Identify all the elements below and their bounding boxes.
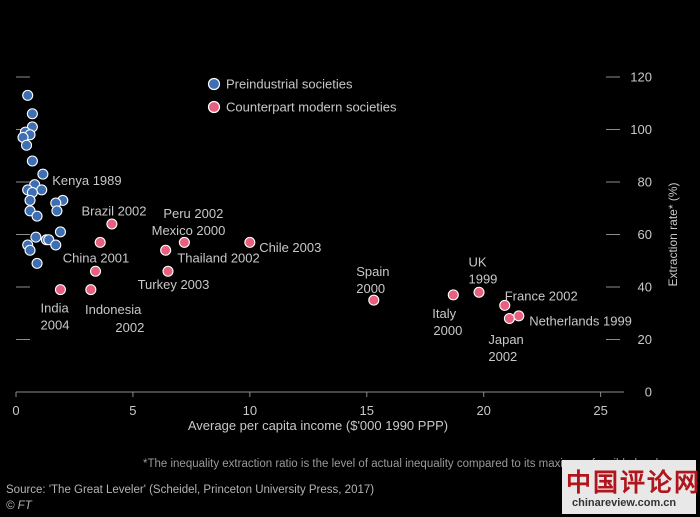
modern-point (162, 265, 174, 277)
y-tick-label: 0 (645, 385, 652, 400)
x-tick-label: 10 (243, 403, 257, 418)
point-label: Kenya 1989 (52, 173, 121, 188)
watermark-name: 中国评论网 (566, 468, 700, 497)
y-tick-label: 40 (638, 280, 652, 295)
scatter-chart: 0 5 10 15 20 25 Average per capita income ($'0… (12, 70, 680, 434)
modern-point (368, 294, 380, 306)
preindustrial-point (22, 89, 34, 101)
preindustrial-point (26, 155, 38, 167)
modern-point (54, 284, 66, 296)
axes: 0 5 10 15 20 25 Average per capita income ($'0… (12, 70, 680, 434)
modern-point (447, 289, 459, 301)
ft-credit: © FT (6, 500, 32, 512)
preindustrial-point (24, 194, 36, 206)
modern-point (473, 286, 485, 298)
y-tick-label: 100 (630, 122, 652, 137)
legend: Preindustrial societies Counterpart moder… (207, 77, 397, 115)
point-label: Brazil 2002 (81, 203, 146, 218)
preindustrial-point (50, 239, 62, 251)
point-label: Mexico 2000 (152, 223, 226, 238)
point-label: Netherlands 1999 (529, 314, 632, 329)
point-label: Peru 2002 (163, 206, 223, 221)
modern-point (106, 218, 118, 230)
preindustrial-point (36, 184, 48, 196)
preindustrial-point (37, 168, 49, 180)
preindustrial-point (31, 257, 43, 269)
point-label: France 2002 (505, 289, 578, 304)
point-label: Thailand 2002 (177, 251, 259, 266)
x-tick-label: 0 (12, 403, 19, 418)
x-tick-label: 25 (593, 403, 607, 418)
point-label: UK (468, 255, 486, 270)
point-label: India (41, 301, 70, 316)
watermark-logo: 中国评论网 chinareview.com.cn (562, 460, 699, 514)
point-label: 2002 (488, 349, 517, 364)
x-tick-label: 15 (360, 403, 374, 418)
footnote: *The inequality extraction ratio is the … (143, 458, 659, 470)
y-axis-title: Extraction rate* (%) (666, 182, 680, 286)
point-label: Chile 2003 (259, 240, 321, 255)
point-label: 2002 (115, 320, 144, 335)
modern-point (513, 310, 525, 322)
point-label: Indonesia (85, 302, 142, 317)
point-label: 2000 (433, 323, 462, 338)
source-note: Source: 'The Great Leveler' (Scheidel, P… (6, 484, 375, 496)
modern-point (499, 299, 511, 311)
point-labels: Kenya 1989 Brazil 2002 Peru 2002 Mexico 200… (41, 173, 632, 364)
y-tick-label: 80 (638, 175, 652, 190)
modern-point (160, 244, 172, 256)
legend-marker (207, 77, 221, 91)
modern-point (178, 236, 190, 248)
preindustrial-point (30, 231, 42, 243)
preindustrial-point (20, 139, 33, 151)
legend-label: Counterpart modern societies (226, 100, 397, 115)
point-label: China 2001 (63, 251, 130, 266)
point-label: Turkey 2003 (138, 277, 210, 292)
point-label: Spain (356, 264, 389, 279)
modern-point (89, 265, 102, 277)
point-label: 1999 (468, 272, 497, 287)
preindustrial-point (54, 226, 66, 238)
point-label: 2004 (41, 318, 70, 333)
x-tick-label: 5 (129, 403, 136, 418)
modern-point (94, 236, 106, 248)
y-tick-label: 20 (638, 332, 652, 347)
modern-point (244, 236, 256, 248)
legend-label: Preindustrial societies (226, 77, 353, 92)
preindustrial-point (26, 108, 38, 120)
modern-point (85, 284, 97, 296)
data-points (17, 89, 525, 325)
y-tick-label: 60 (638, 227, 652, 242)
watermark-url: chinareview.com.cn (572, 497, 677, 509)
preindustrial-point (51, 205, 63, 217)
point-label: 2000 (356, 281, 385, 296)
preindustrial-point (24, 244, 36, 256)
modern-point (503, 312, 515, 325)
legend-marker (207, 100, 221, 114)
point-label: Italy (432, 306, 456, 321)
x-axis-title: Average per capita income ($'000 1990 PP… (188, 418, 448, 433)
preindustrial-point (31, 210, 43, 222)
y-tick-label: 120 (630, 70, 652, 85)
x-tick-label: 20 (476, 403, 490, 418)
point-label: Japan (488, 332, 523, 347)
